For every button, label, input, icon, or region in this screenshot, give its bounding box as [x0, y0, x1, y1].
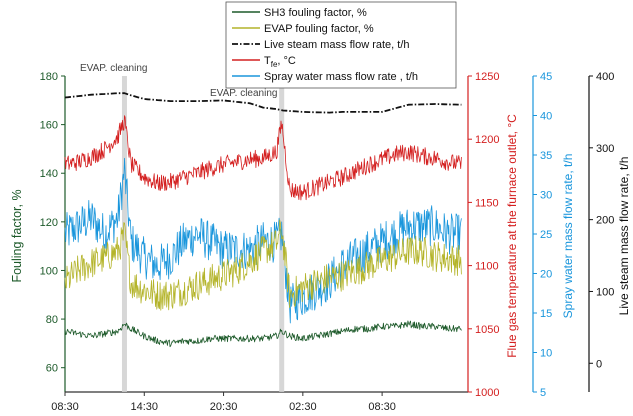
- legend-label-tfe-sub: fe: [271, 60, 278, 69]
- right-axis-temperature-tick-label-3: 1150: [475, 197, 499, 209]
- left-axis-title: Fouling factor, %: [10, 189, 24, 282]
- right-axis-steam-tick-label-2: 200: [596, 215, 614, 227]
- right-axis-spray-title: Spray water mass flow rate, t/h: [561, 154, 575, 319]
- plot-frame: [64, 76, 590, 393]
- x-axis-tick-label-2: 20:30: [210, 401, 238, 413]
- right-axis-temperature-tick-label-5: 1250: [475, 71, 499, 83]
- legend-label-evap: EVAP fouling factor, %: [264, 23, 374, 35]
- series-line-tfe: [64, 115, 462, 201]
- left-axis-tick-label-2: 100: [40, 265, 58, 277]
- annotation-evap-cleaning-2: EVAP. cleaning: [210, 88, 277, 99]
- legend-label-sh3: SH3 fouling factor, %: [264, 7, 367, 19]
- left-axis-tick-label-0: 60: [46, 363, 58, 375]
- right-axis-steam-tick-label-1: 100: [596, 286, 614, 298]
- annotation-evap-cleaning-1: EVAP. cleaning: [80, 63, 147, 74]
- right-axis-spray-tick-label-7: 40: [540, 111, 552, 123]
- legend-label-tfe-unit: , °C: [277, 55, 296, 67]
- right-axis-spray-tick-label-6: 35: [540, 150, 552, 162]
- series-line-evap: [64, 219, 462, 311]
- right-axis-temperature-tick-label-2: 1100: [475, 261, 499, 273]
- legend: SH3 fouling factor, % EVAP fouling facto…: [225, 1, 457, 89]
- legend-label-tfe: Tfe, °C: [264, 55, 296, 69]
- left-axis-tick-label-6: 180: [40, 71, 58, 83]
- x-axis-tick-label-3: 02:30: [289, 401, 317, 413]
- cleaning-band-1: [121, 76, 127, 392]
- right-axis-spray-tick-label-3: 20: [540, 269, 552, 281]
- right-axis-steam-tick-label-3: 300: [596, 143, 614, 155]
- series-layer: [64, 92, 462, 348]
- x-axis-tick-label-4: 08:30: [368, 401, 396, 413]
- legend-label-tfe-t: T: [264, 55, 271, 67]
- x-axis-tick-label-0: 08:30: [51, 401, 79, 413]
- right-axis-spray-tick-label-4: 25: [540, 229, 552, 241]
- right-axis-steam-title: Live steam mass flow rate, t/h: [617, 157, 631, 316]
- left-axis-tick-label-4: 140: [40, 168, 58, 180]
- legend-label-spray: Spray water mass flow rate , t/h: [264, 71, 418, 83]
- right-axis-spray-tick-label-0: 5: [540, 387, 546, 399]
- right-axis-temperature-tick-label-4: 1200: [475, 134, 499, 146]
- series-line-steam: [64, 92, 462, 114]
- series-line-spray: [64, 157, 462, 324]
- right-axis-steam-tick-label-4: 400: [596, 71, 614, 83]
- right-axis-temperature-title: Flue gas temperature at the furnace outl…: [505, 114, 519, 358]
- legend-label-steam: Live steam mass flow rate, t/h: [264, 39, 410, 51]
- right-axis-spray-tick-label-2: 15: [540, 308, 552, 320]
- x-axis-tick-label-1: 14:30: [131, 401, 159, 413]
- right-axis-spray-tick-label-8: 45: [540, 71, 552, 83]
- right-axis-temperature-tick-label-0: 1000: [475, 387, 499, 399]
- right-axis-spray-tick-label-5: 30: [540, 190, 552, 202]
- right-axis-temperature-tick-label-1: 1050: [475, 324, 499, 336]
- series-line-sh3: [64, 320, 462, 348]
- left-axis-tick-label-5: 160: [40, 120, 58, 132]
- left-axis-tick-label-1: 80: [46, 314, 58, 326]
- right-axis-steam-tick-label-0: 0: [596, 358, 602, 370]
- left-axis-tick-label-3: 120: [40, 217, 58, 229]
- right-axis-spray-tick-label-1: 10: [540, 348, 552, 360]
- axis-layer: 6080100120140160180100010501100115012001…: [40, 71, 615, 413]
- legend-box: [225, 1, 457, 89]
